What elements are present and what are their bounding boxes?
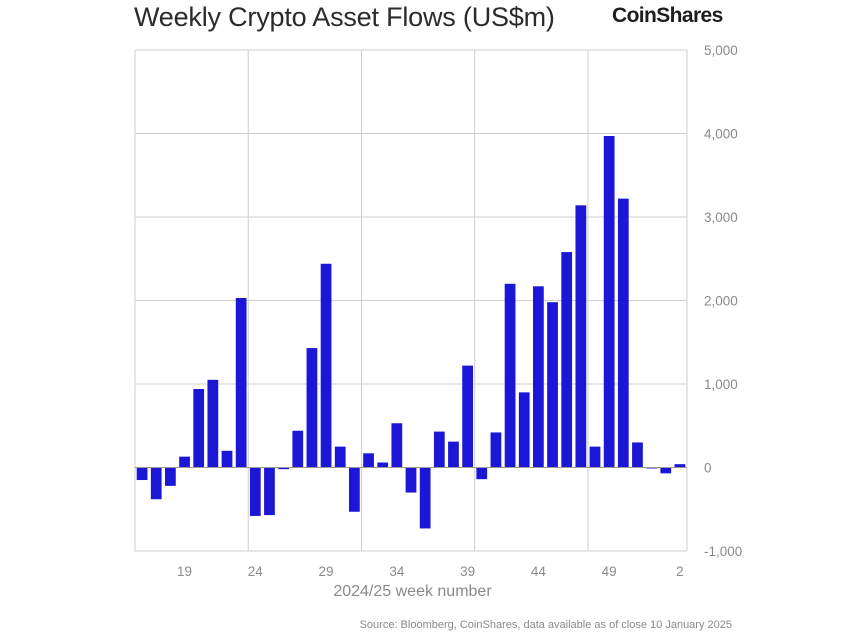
bar-week-46 bbox=[561, 252, 573, 468]
bar-week-37 bbox=[433, 431, 445, 468]
bars bbox=[135, 136, 687, 529]
bar-week-17 bbox=[150, 467, 162, 500]
bar-week-26 bbox=[278, 467, 289, 470]
bar-week-31 bbox=[349, 467, 360, 512]
bar-week-38 bbox=[448, 441, 459, 468]
bar-week-47 bbox=[575, 205, 587, 468]
bar-week-40 bbox=[476, 467, 488, 480]
brand-logo: CoinShares bbox=[612, 4, 723, 27]
x-tick-label: 44 bbox=[531, 564, 547, 579]
y-tick-label: 5,000 bbox=[704, 43, 738, 58]
bar-week-27 bbox=[292, 430, 304, 468]
bar-week-2 bbox=[674, 464, 686, 468]
bar-week-1 bbox=[660, 467, 672, 474]
bar-week-48 bbox=[589, 446, 601, 468]
source-note: Source: Bloomberg, CoinShares, data avai… bbox=[359, 619, 732, 631]
y-tick-label: -1,000 bbox=[704, 544, 742, 559]
bar-week-34 bbox=[391, 423, 403, 468]
y-tick-label: 1,000 bbox=[704, 377, 738, 392]
bar-week-45 bbox=[547, 302, 558, 468]
bar-week-20 bbox=[193, 389, 205, 468]
x-axis-ticks: 19 24 29 34 39 44 49 2 bbox=[177, 564, 684, 579]
x-tick-label: 29 bbox=[319, 564, 334, 579]
bar-week-24 bbox=[249, 467, 261, 516]
bar-week-23 bbox=[235, 297, 247, 468]
x-tick-label: 2 bbox=[676, 564, 684, 579]
y-tick-label: 0 bbox=[704, 461, 712, 476]
bar-week-22 bbox=[221, 450, 233, 468]
bar-week-42 bbox=[504, 283, 516, 468]
x-axis-title: 2024/25 week number bbox=[333, 583, 492, 600]
bar-week-19 bbox=[179, 456, 190, 468]
bar-week-29 bbox=[320, 263, 332, 468]
bar-week-36 bbox=[419, 467, 431, 529]
bar-week-44 bbox=[533, 286, 544, 468]
bar-week-28 bbox=[306, 348, 318, 468]
bar-week-49 bbox=[603, 136, 615, 468]
bar-week-21 bbox=[207, 379, 219, 468]
x-tick-label: 34 bbox=[389, 564, 405, 579]
bar-week-43 bbox=[518, 392, 530, 468]
bar-week-32 bbox=[363, 453, 374, 468]
x-tick-label: 24 bbox=[248, 564, 264, 579]
x-tick-label: 49 bbox=[602, 564, 617, 579]
bar-week-51 bbox=[632, 442, 643, 468]
bar-week-30 bbox=[334, 446, 346, 468]
bar-week-33 bbox=[377, 462, 389, 468]
bar-week-39 bbox=[462, 365, 473, 468]
y-tick-label: 3,000 bbox=[704, 210, 738, 225]
chart-title: Weekly Crypto Asset Flows (US$m) bbox=[134, 2, 555, 32]
y-tick-label: 2,000 bbox=[704, 294, 738, 309]
bar-week-16 bbox=[136, 467, 148, 481]
x-tick-label: 39 bbox=[460, 564, 475, 579]
y-tick-label: 4,000 bbox=[704, 127, 738, 142]
y-axis-ticks: -1,000 0 1,000 2,000 3,000 4,000 5,000 bbox=[704, 43, 742, 559]
bar-week-18 bbox=[165, 467, 176, 486]
bar-week-41 bbox=[490, 432, 502, 468]
bar-week-50 bbox=[617, 198, 629, 468]
bar-week-25 bbox=[264, 467, 275, 516]
bar-week-35 bbox=[405, 467, 417, 493]
x-tick-label: 19 bbox=[177, 564, 192, 579]
